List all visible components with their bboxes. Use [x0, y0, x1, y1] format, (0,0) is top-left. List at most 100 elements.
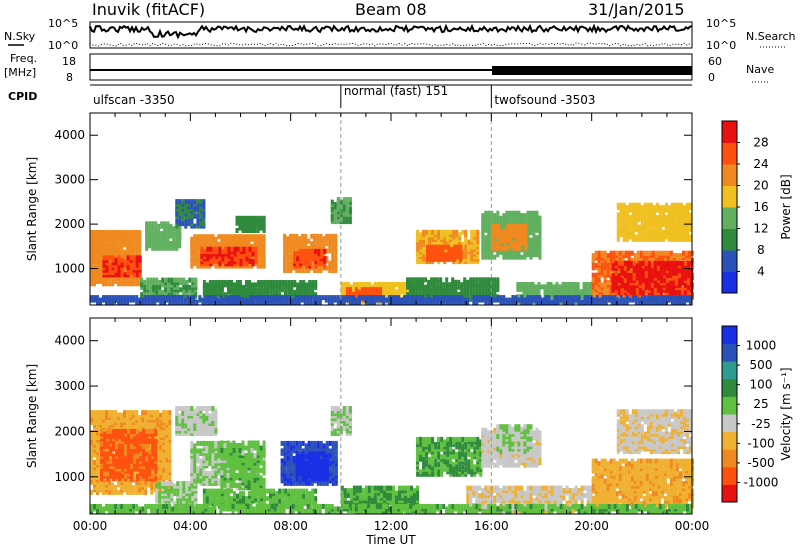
heatmap-cell [636, 255, 640, 261]
heatmap-cell [308, 256, 312, 262]
heatmap-cell [670, 295, 674, 301]
heatmap-cell [256, 228, 260, 233]
heatmap-cell [186, 295, 190, 301]
heatmap-cell [532, 232, 536, 238]
heatmap-cell [281, 287, 285, 293]
heatmap-cell [597, 277, 601, 283]
heatmap-cell [668, 270, 672, 276]
heatmap-cell [561, 282, 565, 287]
heatmap-cell [643, 232, 647, 237]
heatmap-cell [460, 282, 464, 288]
heatmap-cell [604, 295, 608, 301]
cpid-segment-label: twofsound -3503 [494, 93, 595, 107]
heatmap-cell [303, 295, 307, 301]
heatmap-cell [270, 295, 274, 301]
heatmap-cell [123, 260, 127, 266]
heatmap-cell [379, 295, 382, 301]
heatmap-cell [609, 284, 613, 290]
heatmap-cell [241, 215, 245, 221]
heatmap-cell [135, 270, 139, 275]
heatmap-cell [595, 295, 599, 301]
heatmap-cell [684, 290, 687, 296]
heatmap-cell [311, 248, 315, 254]
heatmap-cell [286, 236, 290, 242]
heatmap-cell [597, 250, 601, 256]
heatmap-cell [430, 297, 434, 303]
heatmap-cell [90, 452, 93, 458]
heatmap-cell [418, 295, 422, 301]
heatmap-cell [126, 270, 130, 275]
heatmap-cell [418, 277, 422, 283]
heatmap-cell [397, 295, 400, 301]
heatmap-cell [316, 243, 320, 249]
heatmap-cell [251, 282, 254, 288]
heatmap-cell [318, 295, 322, 301]
heatmap-cell [655, 295, 659, 301]
heatmap-cell [529, 210, 533, 216]
heatmap-cell [108, 262, 112, 268]
heatmap-cell [505, 210, 509, 216]
heatmap-cell [111, 410, 115, 416]
heatmap-cell [419, 259, 423, 265]
heatmap-cell [647, 280, 651, 286]
heatmap-cell [630, 250, 634, 256]
heatmap-cell [242, 246, 246, 252]
heatmap-cell [622, 214, 626, 220]
heatmap-cell [620, 260, 624, 266]
heatmap-cell [328, 233, 332, 239]
heatmap-cell [422, 229, 426, 235]
heatmap-cell [93, 254, 96, 260]
heatmap-cell [129, 265, 133, 271]
y-tick-label: 2000 [54, 217, 85, 231]
heatmap-cell [343, 289, 347, 295]
heatmap-cell [626, 282, 630, 288]
heatmap-cell [625, 219, 629, 225]
heatmap-cell [662, 270, 666, 276]
heatmap-cell [439, 277, 443, 283]
heatmap-cell [394, 300, 397, 305]
heatmap-cell [532, 210, 536, 216]
heatmap-cell [523, 213, 527, 219]
heatmap-cell [105, 252, 108, 257]
heatmap-cell [585, 282, 589, 287]
heatmap-cell [621, 250, 625, 256]
heatmap-cell [625, 295, 629, 301]
heatmap-cell [678, 273, 681, 279]
heatmap-cell [469, 294, 473, 300]
heatmap-cell [481, 277, 485, 283]
heatmap-cell [383, 291, 386, 297]
heatmap-cell [439, 295, 443, 301]
heatmap-cell [196, 234, 200, 240]
heatmap-cell [345, 287, 349, 293]
heatmap-cell [239, 246, 243, 252]
heatmap-cell [296, 251, 300, 257]
heatmap-cell [206, 246, 210, 252]
nsky-trace [89, 23, 693, 40]
colorbar-tick-label: 12 [753, 222, 768, 236]
heatmap-cell [200, 246, 204, 252]
colorbar-segment [722, 228, 737, 251]
heatmap-cell [573, 282, 577, 287]
heatmap-cell [611, 273, 615, 279]
heatmap-cell [199, 234, 203, 240]
heatmap-cell [591, 272, 595, 278]
heatmap-cell [620, 278, 624, 283]
heatmap-cell [634, 222, 638, 228]
heatmap-cell [395, 282, 398, 287]
heatmap-cell [190, 263, 194, 269]
heatmap-cell [561, 286, 565, 292]
heatmap-cell [461, 242, 465, 247]
heatmap-cell [632, 287, 636, 293]
heatmap-cell [360, 287, 364, 293]
heatmap-cell [114, 415, 118, 421]
heatmap-cell [547, 300, 551, 305]
heatmap-cell [484, 210, 488, 216]
heatmap-cell [674, 265, 678, 271]
heatmap-cell [445, 282, 449, 288]
heatmap-cell [372, 300, 376, 305]
heatmap-cell [236, 254, 240, 259]
heatmap-cell [386, 294, 389, 300]
heatmap-cell [148, 226, 152, 232]
heatmap-cell [182, 277, 186, 283]
